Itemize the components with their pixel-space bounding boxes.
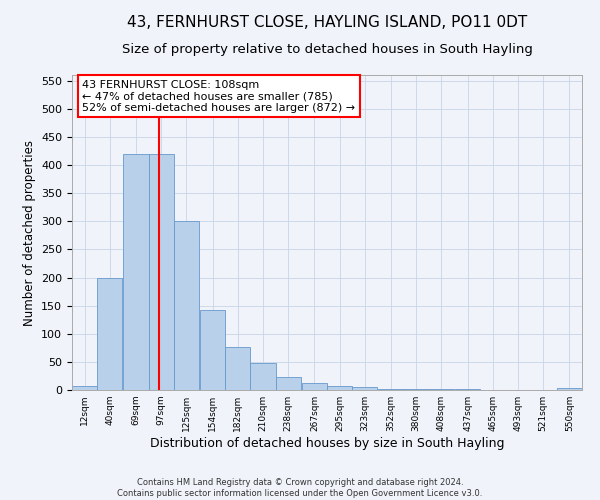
Bar [557, 388, 582, 390]
Bar [149, 154, 174, 390]
Bar [174, 221, 199, 390]
Bar [225, 346, 250, 390]
Text: Contains HM Land Registry data © Crown copyright and database right 2024.
Contai: Contains HM Land Registry data © Crown c… [118, 478, 482, 498]
Text: Size of property relative to detached houses in South Hayling: Size of property relative to detached ho… [122, 42, 532, 56]
Bar [302, 383, 327, 390]
Bar [97, 278, 122, 390]
Y-axis label: Number of detached properties: Number of detached properties [23, 140, 35, 326]
Bar [124, 154, 149, 390]
Bar [72, 386, 97, 390]
Bar [250, 363, 275, 390]
Text: 43 FERNHURST CLOSE: 108sqm
← 47% of detached houses are smaller (785)
52% of sem: 43 FERNHURST CLOSE: 108sqm ← 47% of deta… [82, 80, 355, 113]
Bar [352, 386, 377, 390]
Bar [327, 386, 352, 390]
Text: 43, FERNHURST CLOSE, HAYLING ISLAND, PO11 0DT: 43, FERNHURST CLOSE, HAYLING ISLAND, PO1… [127, 15, 527, 30]
Bar [275, 377, 301, 390]
Bar [200, 310, 225, 390]
X-axis label: Distribution of detached houses by size in South Hayling: Distribution of detached houses by size … [150, 437, 504, 450]
